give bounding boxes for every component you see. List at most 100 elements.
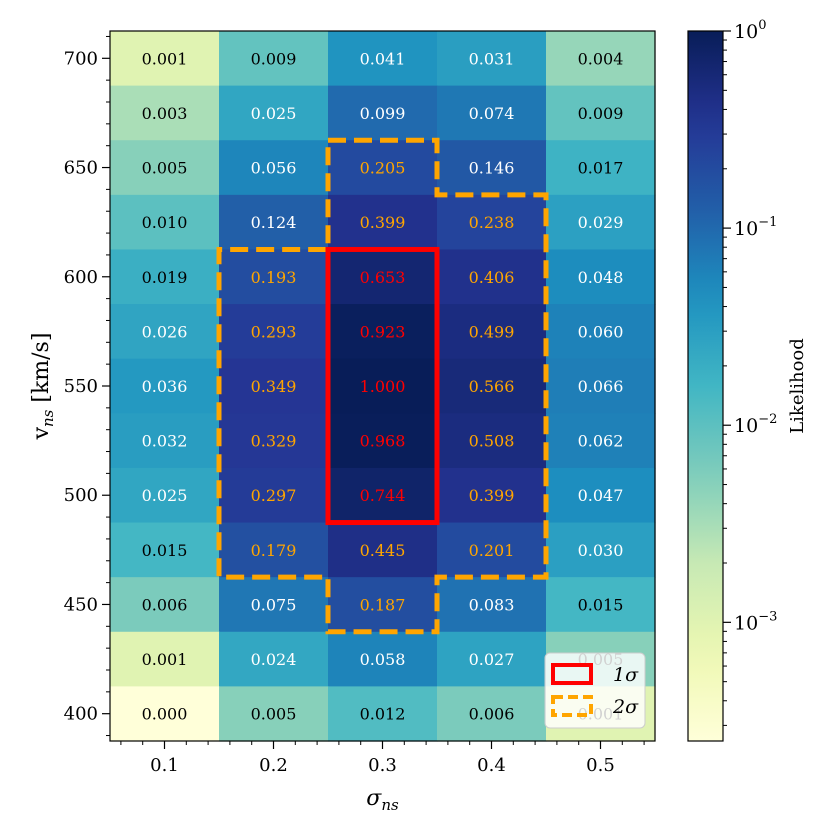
heatmap-cell xyxy=(328,631,438,687)
heatmap-cell xyxy=(437,194,547,251)
heatmap-cell xyxy=(546,140,656,196)
legend-box xyxy=(544,652,646,729)
cell-value-label: 0.005 xyxy=(251,705,297,724)
x-axis-label: σns xyxy=(366,786,399,814)
heatmap-cell xyxy=(219,413,329,469)
y-tick-label: 500 xyxy=(64,485,98,506)
heatmap-cell xyxy=(546,413,656,469)
heatmap-cell xyxy=(110,686,220,742)
x-tick-label: 0.3 xyxy=(368,755,397,776)
heatmap-cell xyxy=(219,522,329,578)
heatmap-cell xyxy=(110,577,220,633)
cell-value-label: 0.015 xyxy=(142,541,188,560)
colorbar-tick-label: 10−2 xyxy=(734,412,777,437)
legend-swatch xyxy=(551,695,593,717)
heatmap-cell xyxy=(110,358,220,414)
heatmap-cell xyxy=(110,194,220,251)
heatmap-cell xyxy=(328,522,438,578)
y-tick-label: 550 xyxy=(64,376,98,397)
cell-value-label: 0.066 xyxy=(578,377,624,396)
cell-value-label: 0.010 xyxy=(142,213,188,232)
cell-value-label: 0.566 xyxy=(469,377,515,396)
heatmap-cell xyxy=(546,522,656,578)
cell-value-label: 0.238 xyxy=(469,213,515,232)
heatmap-cell xyxy=(328,577,438,633)
cell-value-label: 0.329 xyxy=(251,432,297,451)
cell-value-label: 0.015 xyxy=(578,595,624,614)
cell-value-label: 0.406 xyxy=(469,268,515,287)
cell-value-label: 0.009 xyxy=(251,49,297,68)
legend-label: 1σ xyxy=(613,664,639,686)
cell-value-label: 0.000 xyxy=(142,705,188,724)
cell-value-label: 0.027 xyxy=(469,650,515,669)
cell-value-label: 0.508 xyxy=(469,432,515,451)
y-tick-label: 600 xyxy=(64,267,98,288)
cell-value-label: 0.923 xyxy=(360,322,406,341)
cell-value-label: 0.187 xyxy=(360,595,406,614)
cell-value-label: 0.293 xyxy=(251,322,297,341)
heatmap-cell xyxy=(328,194,438,251)
y-tick-label: 700 xyxy=(64,48,98,69)
legend-label: 2σ xyxy=(612,696,639,718)
cell-value-label: 0.025 xyxy=(142,486,188,505)
cell-value-label: 0.083 xyxy=(469,595,515,614)
cell-value-label: 0.048 xyxy=(578,268,624,287)
heatmap-cell xyxy=(437,358,547,414)
cell-value-label: 0.179 xyxy=(251,541,297,560)
cell-value-label: 0.006 xyxy=(469,705,515,724)
heatmap-cell xyxy=(110,85,220,141)
cell-value-label: 0.205 xyxy=(360,159,406,178)
heatmap-cell xyxy=(110,467,220,524)
x-tick-label: 0.2 xyxy=(259,755,288,776)
cell-value-label: 0.029 xyxy=(578,213,624,232)
cell-value-label: 0.399 xyxy=(469,486,515,505)
cell-value-label: 0.041 xyxy=(360,49,406,68)
x-tick-label: 0.5 xyxy=(586,755,615,776)
cell-value-label: 0.032 xyxy=(142,432,188,451)
cell-value-label: 0.012 xyxy=(360,705,406,724)
heatmap-cell xyxy=(328,249,438,305)
heatmap-cell xyxy=(328,31,438,87)
heatmap-cell xyxy=(219,631,329,687)
cell-value-label: 0.349 xyxy=(251,377,297,396)
heatmap-cell xyxy=(437,467,547,524)
heatmap-cell xyxy=(546,85,656,141)
cell-value-label: 0.146 xyxy=(469,159,515,178)
heatmap-cell-labels: 0.001 0.009 0.041 0.031 0.004 0.003 0.025 0.099… xyxy=(142,49,624,723)
y-tick-label: 650 xyxy=(64,158,98,179)
confidence-regions xyxy=(216,137,549,635)
heatmap-cell xyxy=(546,577,656,633)
axes: 0.1 0.2 0.3 0.4 0.5 400 450 500 550 600 650 700 σns v… xyxy=(29,30,656,814)
one-sigma-region xyxy=(325,246,440,526)
cell-value-label: 0.003 xyxy=(142,104,188,123)
cell-value-label: 0.445 xyxy=(360,541,406,560)
colorbar-tick-label: 10−3 xyxy=(734,609,777,634)
heatmap-cell xyxy=(110,31,220,87)
cell-value-label: 0.193 xyxy=(251,268,297,287)
heatmap-cell xyxy=(328,686,438,742)
cell-value-label: 0.025 xyxy=(251,104,297,123)
x-tick-label: 0.4 xyxy=(477,755,506,776)
heatmap-cell xyxy=(546,467,656,524)
colorbar: 100 10−1 10−2 10−3 Likelihood xyxy=(687,18,808,742)
heatmap-cell xyxy=(437,686,547,742)
heatmap-cell xyxy=(110,249,220,305)
cell-value-label: 0.653 xyxy=(360,268,406,287)
cell-value-label: 0.074 xyxy=(469,104,515,123)
cell-value-label: 0.001 xyxy=(142,49,188,68)
cell-value-label: 0.062 xyxy=(578,432,624,451)
cell-value-label: 0.399 xyxy=(360,213,406,232)
heatmap-cell xyxy=(219,304,329,360)
colorbar-gradient xyxy=(687,30,724,742)
cell-value-label: 0.744 xyxy=(360,486,406,505)
cell-value-label: 0.009 xyxy=(578,104,624,123)
cell-value-label: 0.006 xyxy=(142,595,188,614)
heatmap-cell xyxy=(219,577,329,633)
heatmap-cell xyxy=(437,522,547,578)
heatmap-cell xyxy=(546,31,656,87)
colorbar-tick-label: 10−1 xyxy=(734,215,777,240)
heatmap-cell xyxy=(328,358,438,414)
cell-value-label: 0.024 xyxy=(251,650,297,669)
